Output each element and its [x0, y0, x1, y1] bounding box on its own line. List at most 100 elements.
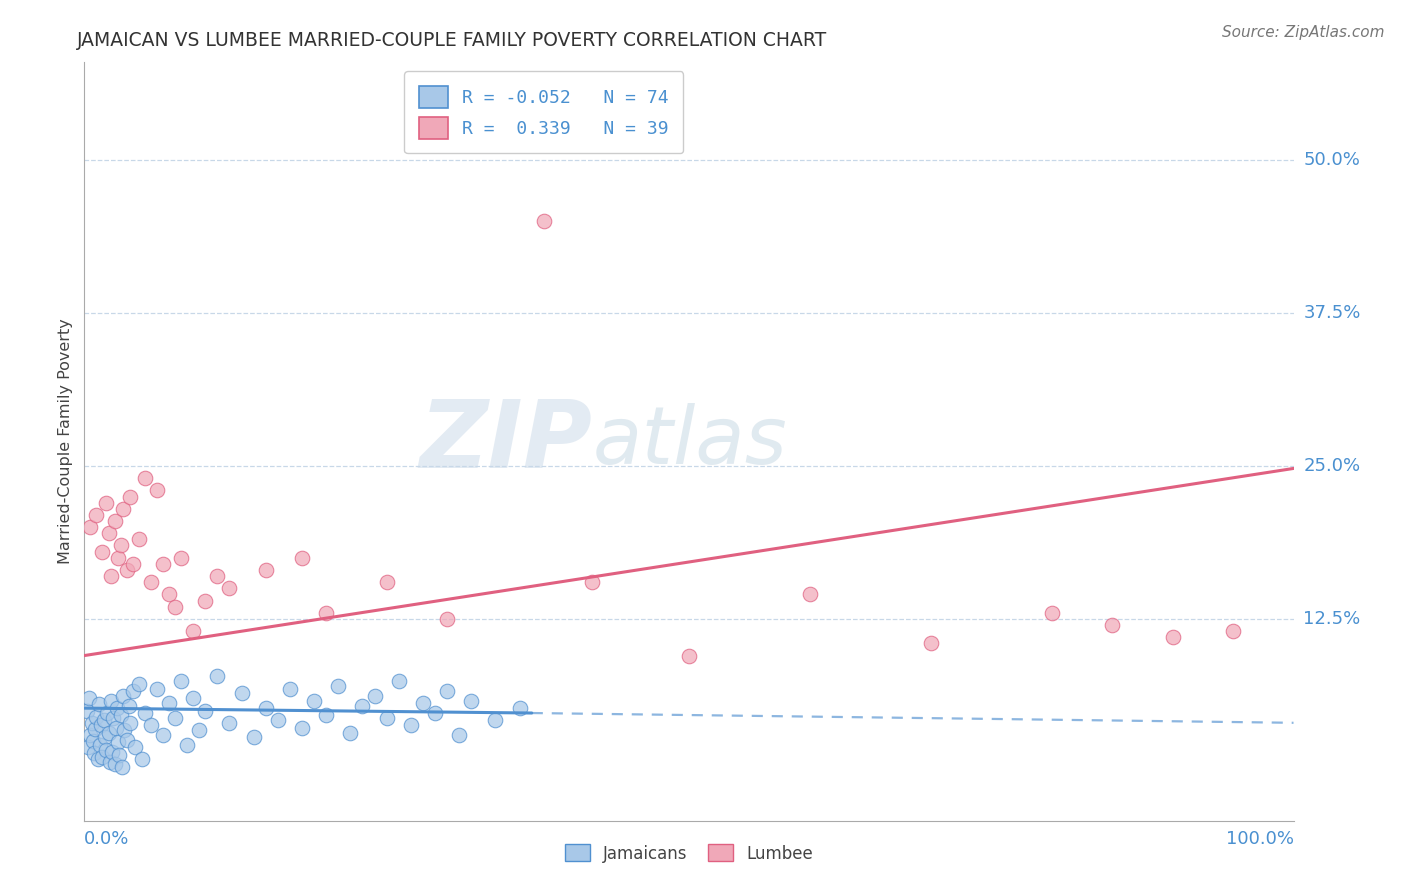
- Point: [509, 701, 531, 715]
- Point: [181, 624, 204, 639]
- Point: [104, 514, 127, 528]
- Point: [86, 508, 108, 522]
- Point: [231, 686, 253, 700]
- Point: [84, 722, 107, 736]
- Point: [104, 721, 127, 735]
- Point: [100, 694, 122, 708]
- Point: [581, 575, 603, 590]
- Point: [128, 533, 150, 547]
- Point: [112, 723, 135, 738]
- Point: [98, 755, 121, 769]
- Point: [194, 704, 217, 718]
- Point: [146, 681, 169, 696]
- Point: [165, 599, 187, 614]
- Point: [112, 689, 135, 703]
- Point: [254, 701, 277, 715]
- Point: [120, 490, 142, 504]
- Point: [484, 714, 506, 728]
- Point: [207, 669, 229, 683]
- Point: [399, 718, 422, 732]
- Point: [77, 740, 100, 755]
- Point: [83, 747, 105, 761]
- Point: [207, 569, 229, 583]
- Point: [86, 709, 108, 723]
- Point: [170, 550, 193, 565]
- Point: [1161, 630, 1184, 644]
- Point: [107, 735, 129, 749]
- Point: [328, 679, 350, 693]
- Point: [678, 648, 700, 663]
- Point: [89, 738, 111, 752]
- Point: [91, 544, 114, 558]
- Y-axis label: Married-Couple Family Poverty: Married-Couple Family Poverty: [58, 318, 73, 565]
- Text: 100.0%: 100.0%: [1226, 830, 1294, 848]
- Point: [110, 708, 132, 723]
- Point: [97, 725, 120, 739]
- Point: [101, 745, 124, 759]
- Point: [423, 706, 446, 720]
- Point: [124, 740, 146, 755]
- Point: [460, 694, 482, 708]
- Point: [115, 563, 138, 577]
- Point: [302, 694, 325, 708]
- Point: [108, 747, 131, 762]
- Point: [139, 718, 162, 732]
- Point: [181, 691, 204, 706]
- Point: [111, 760, 134, 774]
- Point: [176, 738, 198, 752]
- Point: [94, 731, 117, 745]
- Point: [107, 550, 129, 565]
- Point: [97, 526, 120, 541]
- Point: [1040, 606, 1063, 620]
- Point: [157, 696, 180, 710]
- Point: [436, 612, 458, 626]
- Point: [291, 721, 314, 735]
- Point: [375, 711, 398, 725]
- Point: [388, 674, 411, 689]
- Point: [339, 725, 361, 739]
- Point: [799, 587, 821, 601]
- Point: [375, 575, 398, 590]
- Point: [110, 539, 132, 553]
- Point: [90, 718, 112, 732]
- Point: [352, 698, 374, 713]
- Point: [79, 728, 101, 742]
- Point: [93, 714, 115, 728]
- Point: [94, 742, 117, 756]
- Text: Source: ZipAtlas.com: Source: ZipAtlas.com: [1222, 25, 1385, 40]
- Point: [112, 501, 135, 516]
- Point: [80, 715, 103, 730]
- Point: [920, 636, 942, 650]
- Text: 12.5%: 12.5%: [1303, 610, 1361, 628]
- Text: JAMAICAN VS LUMBEE MARRIED-COUPLE FAMILY POVERTY CORRELATION CHART: JAMAICAN VS LUMBEE MARRIED-COUPLE FAMILY…: [77, 31, 828, 50]
- Point: [94, 496, 117, 510]
- Point: [291, 550, 314, 565]
- Text: atlas: atlas: [592, 402, 787, 481]
- Point: [100, 569, 122, 583]
- Point: [76, 704, 98, 718]
- Point: [121, 684, 143, 698]
- Point: [436, 684, 458, 698]
- Text: ZIP: ZIP: [419, 395, 592, 488]
- Point: [188, 723, 211, 738]
- Point: [194, 593, 217, 607]
- Point: [242, 731, 264, 745]
- Point: [363, 689, 385, 703]
- Point: [170, 674, 193, 689]
- Point: [134, 471, 156, 485]
- Point: [152, 728, 174, 742]
- Point: [152, 557, 174, 571]
- Point: [103, 711, 125, 725]
- Point: [165, 711, 187, 725]
- Point: [79, 520, 101, 534]
- Legend: Jamaicans, Lumbee: Jamaicans, Lumbee: [558, 838, 820, 869]
- Point: [157, 587, 180, 601]
- Point: [139, 575, 162, 590]
- Point: [146, 483, 169, 498]
- Point: [218, 715, 240, 730]
- Point: [120, 715, 142, 730]
- Point: [412, 696, 434, 710]
- Point: [267, 714, 290, 728]
- Text: 25.0%: 25.0%: [1303, 457, 1361, 475]
- Point: [115, 733, 138, 747]
